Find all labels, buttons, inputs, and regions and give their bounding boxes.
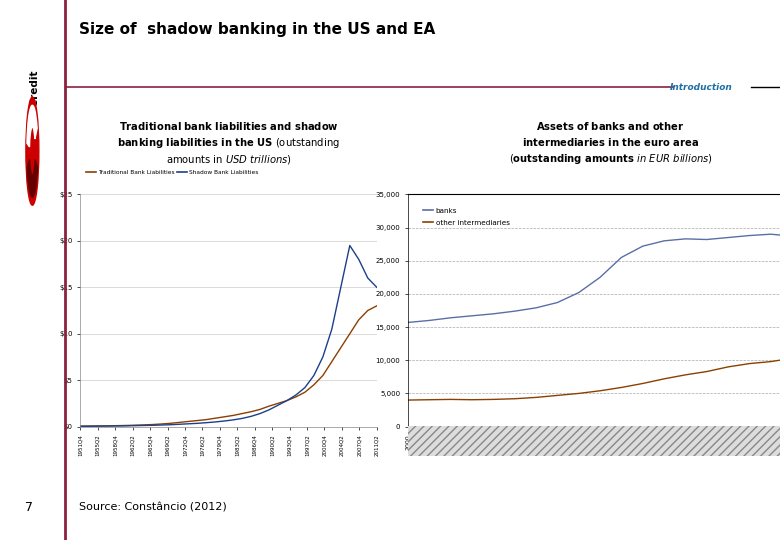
Legend: Traditional Bank Liabilities, Shadow Bank Liabilities: Traditional Bank Liabilities, Shadow Ban… [83, 167, 261, 177]
Text: Size of  shadow banking in the US and EA: Size of shadow banking in the US and EA [79, 22, 435, 37]
Legend: banks, other intermediaries: banks, other intermediaries [420, 205, 512, 228]
Text: $\bf{Traditional\ bank\ liabilities\ and\ shadow}$
$\bf{banking\ liabilities\ in: $\bf{Traditional\ bank\ liabilities\ and… [117, 120, 340, 166]
Circle shape [26, 97, 39, 205]
Text: 7: 7 [25, 501, 33, 514]
Text: Introduction: Introduction [670, 83, 732, 92]
Text: UniCredit: UniCredit [29, 70, 39, 125]
Text: $\bf{Assets\ of\ banks\ and\ other}$
$\bf{intermediaries\ in\ the\ euro\ area}$
: $\bf{Assets\ of\ banks\ and\ other}$ $\b… [509, 120, 713, 166]
Wedge shape [27, 105, 37, 147]
Wedge shape [27, 159, 37, 197]
Text: Source: Constâncio (2012): Source: Constâncio (2012) [79, 503, 227, 512]
